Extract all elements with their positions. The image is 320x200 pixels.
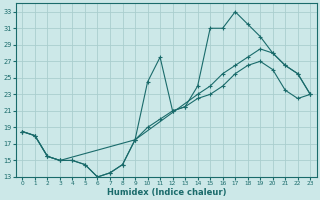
X-axis label: Humidex (Indice chaleur): Humidex (Indice chaleur) <box>107 188 226 197</box>
